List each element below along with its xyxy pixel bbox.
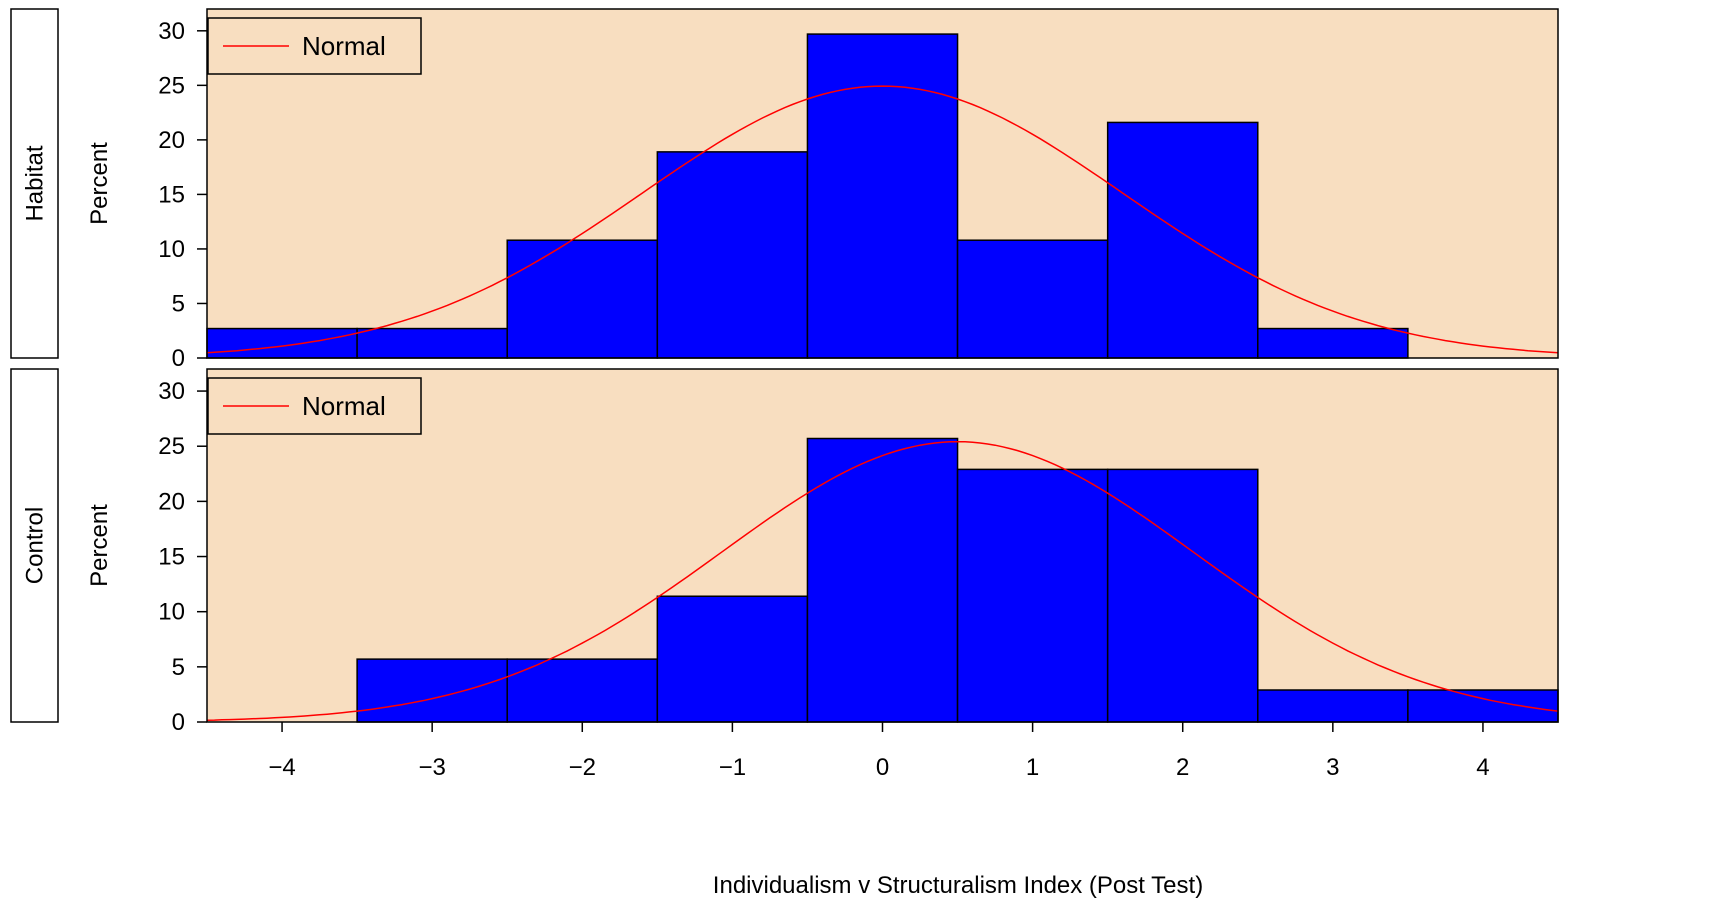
x-axis-title: Individualism v Structuralism Index (Pos… — [713, 872, 1203, 899]
histogram-bar — [656, 151, 809, 359]
y-tick-label: 5 — [172, 290, 185, 317]
y-tick-label: 15 — [158, 181, 185, 208]
x-tick-label: −1 — [719, 754, 746, 781]
y-axis-title: Percent — [86, 142, 113, 225]
chart-panels: 0 5 10 15 20 25 30 Percent Habitat Normal 0 5 10 15 20… — [10, 8, 1559, 736]
x-axis: −4 −3 −2 −1 0 1 2 3 4 — [268, 722, 1490, 781]
y-tick-label: 30 — [158, 378, 185, 405]
y-tick-label: 20 — [158, 127, 185, 154]
x-tick-label: 0 — [876, 754, 889, 781]
histogram-bar — [1257, 327, 1409, 359]
legend-label: Normal — [302, 31, 386, 61]
histogram-bar — [806, 437, 959, 723]
legend-label: Normal — [302, 391, 386, 421]
histogram-bar — [956, 468, 1109, 723]
x-tick-label: −3 — [418, 754, 445, 781]
panel-control: 0 5 10 15 20 25 30 Percent Control Normal — [10, 368, 1559, 736]
panel-habitat: 0 5 10 15 20 25 30 Percent Habitat Normal — [10, 8, 1559, 372]
histogram-bar — [956, 239, 1109, 359]
y-tick-label: 10 — [158, 599, 185, 626]
y-tick-label: 30 — [158, 18, 185, 45]
histogram-bar — [506, 239, 659, 359]
y-tick-label: 20 — [158, 488, 185, 515]
panel-strip — [10, 368, 59, 723]
x-tick-label: 2 — [1176, 754, 1189, 781]
x-tick-label: −2 — [569, 754, 596, 781]
histogram-bar — [356, 658, 508, 723]
y-axis-title: Percent — [86, 504, 113, 587]
y-tick-label: 0 — [172, 709, 185, 736]
histogram-bar — [1257, 689, 1409, 723]
y-tick-label: 5 — [172, 654, 185, 681]
panel-strip — [10, 8, 59, 359]
histogram-bar — [356, 327, 508, 359]
y-tick-label: 10 — [158, 236, 185, 263]
normal-curve — [206, 440, 1559, 721]
histogram-bar — [206, 327, 358, 359]
x-tick-label: 1 — [1026, 754, 1039, 781]
y-tick-label: 15 — [158, 544, 185, 571]
y-tick-label: 0 — [172, 345, 185, 372]
histogram-bar — [806, 33, 959, 359]
y-tick-label: 25 — [158, 72, 185, 99]
panel-strip-label: Control — [22, 507, 49, 584]
x-tick-label: −4 — [268, 754, 295, 781]
x-tick-label: 3 — [1326, 754, 1339, 781]
normal-curve — [206, 85, 1559, 354]
panel-strip-label: Habitat — [22, 145, 49, 221]
histogram-bar — [656, 595, 809, 723]
y-tick-label: 25 — [158, 433, 185, 460]
histogram-bar — [1407, 689, 1559, 723]
histogram-bar — [1106, 121, 1259, 359]
plot-frame — [206, 8, 1559, 359]
x-tick-label: 4 — [1476, 754, 1489, 781]
legend-box — [207, 17, 422, 75]
legend-box — [207, 377, 422, 435]
